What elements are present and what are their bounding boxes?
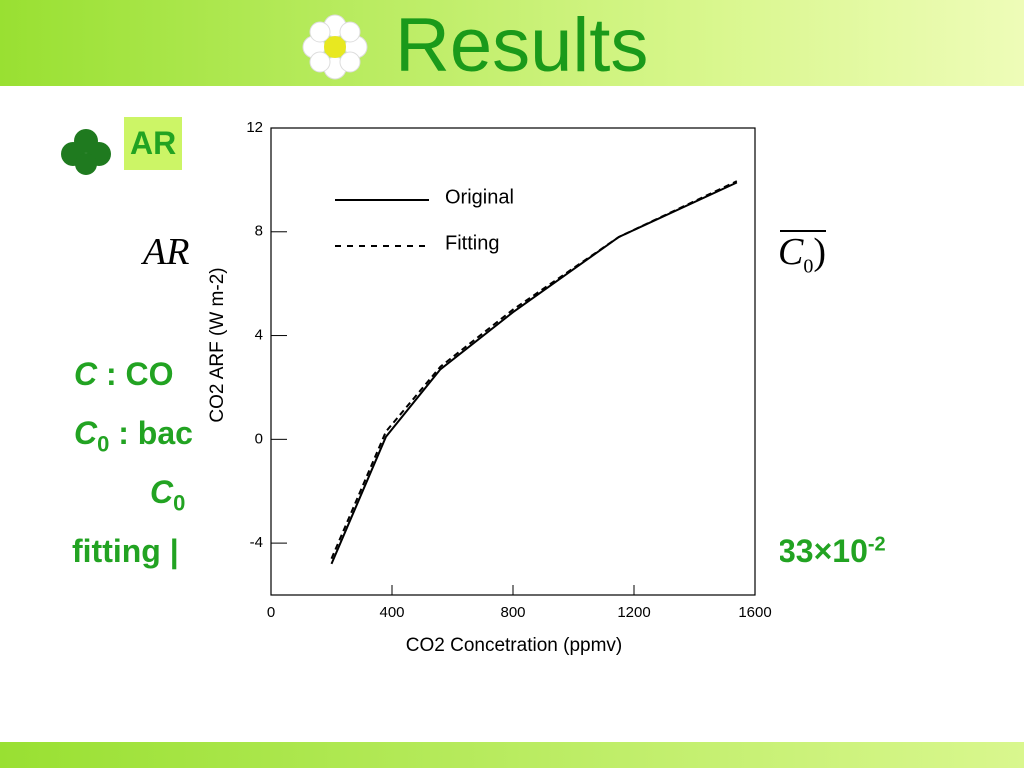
slide-title: Results xyxy=(395,3,649,88)
header-band xyxy=(0,0,1024,86)
flower-icon xyxy=(302,14,368,80)
line-text: : CO xyxy=(106,356,174,392)
y-tick-label: 12 xyxy=(246,119,263,136)
sub: 0 xyxy=(173,490,186,516)
legend-label: Original xyxy=(445,186,514,208)
formula-sub: 0 xyxy=(803,255,814,278)
y-tick-label: -4 xyxy=(250,534,263,551)
clover-icon xyxy=(61,129,111,175)
footer-band xyxy=(0,742,1024,768)
x-tick-label: 1200 xyxy=(617,604,650,621)
y-tick-label: 4 xyxy=(255,327,263,344)
x-axis-label: CO2 Concetration (ppmv) xyxy=(406,635,622,656)
x-tick-label: 0 xyxy=(267,604,275,621)
bullet-heading: AR xyxy=(124,117,183,170)
line-text: fitting | xyxy=(72,533,179,569)
chart: CO2 Concetration (ppmv) CO2 ARF (W m-2) … xyxy=(198,115,780,667)
sup: -2 xyxy=(867,533,886,556)
sym: C xyxy=(74,356,98,392)
formula-close: ) xyxy=(813,231,827,273)
line-tail: 33×10 xyxy=(778,533,868,569)
formula-left: AR xyxy=(143,231,190,273)
y-tick-label: 8 xyxy=(255,223,263,240)
sym: C xyxy=(150,474,174,510)
legend-label: Fitting xyxy=(445,232,499,254)
sym: C xyxy=(74,415,98,451)
data-line xyxy=(330,180,738,560)
y-tick-label: 0 xyxy=(255,430,263,447)
formula-right: C0) xyxy=(778,230,827,287)
formula-symbol: C xyxy=(778,231,804,273)
x-tick-label: 800 xyxy=(500,604,525,621)
x-tick-label: 1600 xyxy=(738,604,771,621)
y-axis-label: CO2 ARF (W m-2) xyxy=(207,267,228,422)
sub: 0 xyxy=(97,431,110,457)
line-text: : bac xyxy=(118,415,193,451)
x-tick-label: 400 xyxy=(379,604,404,621)
